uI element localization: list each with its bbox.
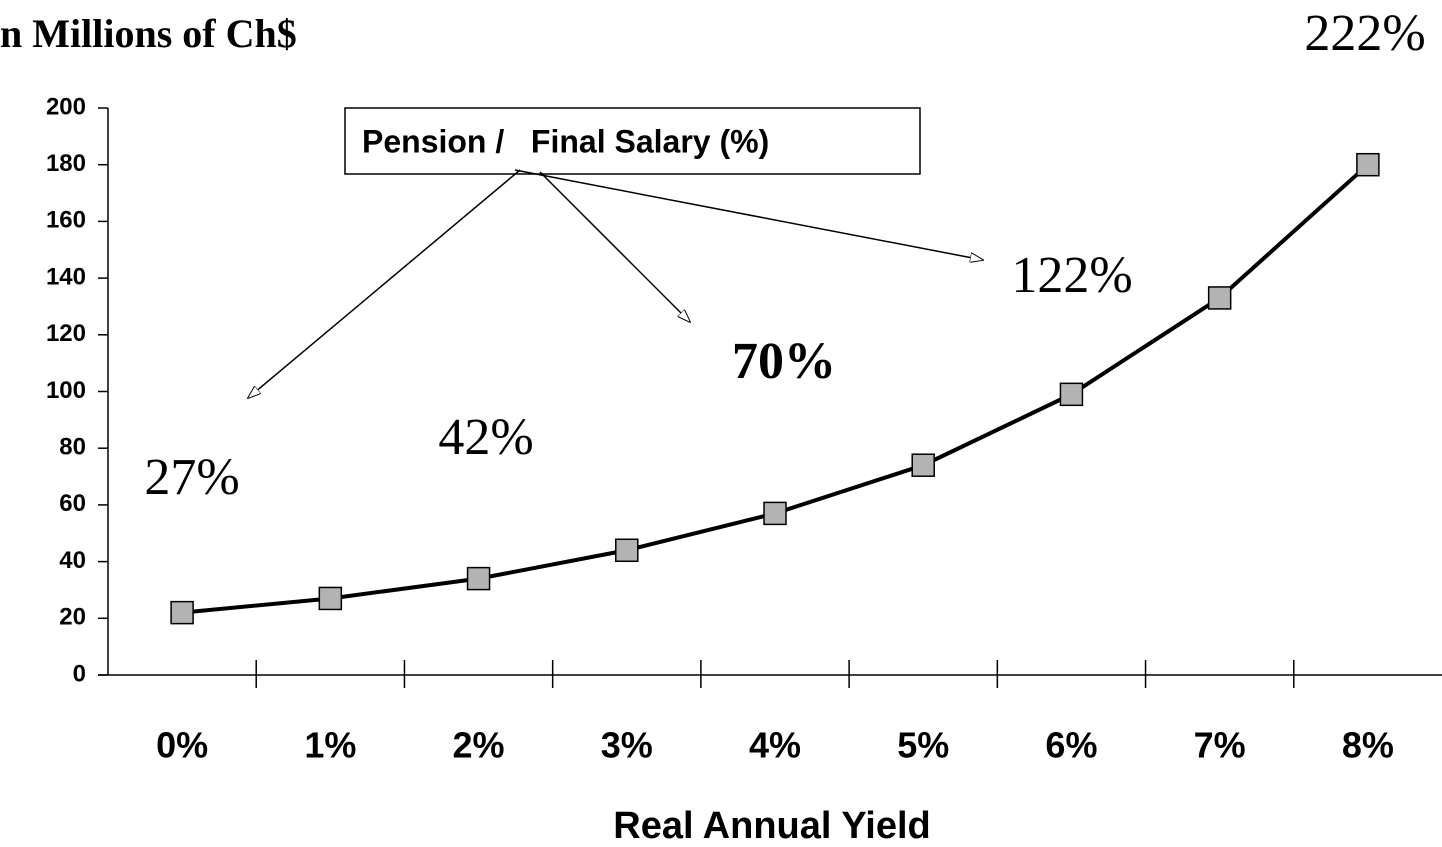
marker [466,566,491,591]
annotation: 42% [438,409,533,466]
marker [318,586,343,611]
x-tick-label: 1% [304,725,356,766]
x-tick-label: 4% [749,725,801,766]
x-tick-label: 0% [156,725,208,766]
marker [1059,382,1084,407]
box-label: Pension / Final Salary (%) [362,123,769,159]
marker [1356,152,1380,177]
y-tick-label: 20 [59,604,86,631]
x-tick-label: 5% [897,725,949,766]
arrows [248,169,983,398]
x-tick-label: 6% [1045,725,1097,766]
y-tick-label: 60 [59,490,86,517]
legend-box [344,107,921,175]
x-tick-label: 7% [1194,725,1246,766]
y-tick-label: 140 [46,263,86,290]
y-tick-label: 120 [46,320,86,347]
annotation: 70% [732,333,836,390]
marker [170,600,194,625]
y-tick-label: 200 [46,93,86,120]
x-tick-label: 2% [453,725,505,766]
arrow [539,171,690,322]
marker [1207,286,1232,310]
x-tick-label: 3% [601,725,653,766]
y-tick-label: 100 [46,377,86,404]
x-axis-label: Real Annual Yield [613,805,930,847]
annotation: 122% [1011,247,1132,304]
annotation: 222% [1304,5,1425,62]
marker [763,501,787,526]
marker [911,453,935,477]
marker [615,538,639,563]
arrow [514,169,983,260]
y-tick-label: 40 [59,547,86,574]
y-tick-label: 80 [59,434,86,461]
y-tick-label: 160 [46,207,86,234]
arrow [248,169,521,398]
annotation: 27% [144,449,239,506]
x-tick-label: 8% [1342,725,1394,766]
chart-title: n Millions of Ch$ [0,11,297,56]
y-tick-label: 180 [46,150,86,177]
y-tick-label: 0 [73,660,86,687]
